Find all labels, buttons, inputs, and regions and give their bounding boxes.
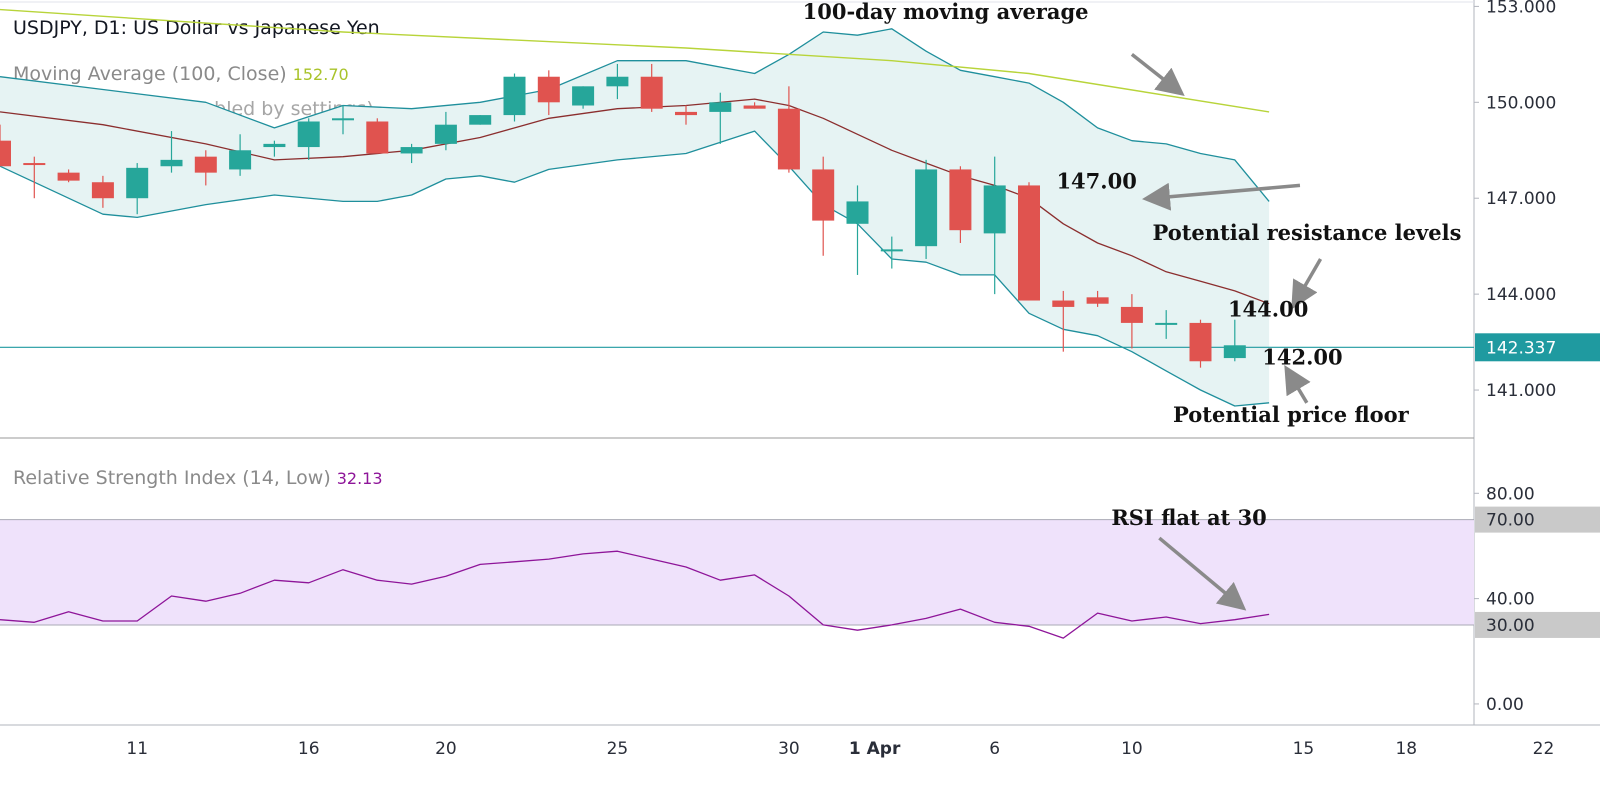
candle-body[interactable] xyxy=(709,102,732,112)
candle-body[interactable] xyxy=(229,150,252,170)
candle-body[interactable] xyxy=(640,76,663,109)
time-tick-label: 22 xyxy=(1533,739,1555,759)
candle-body[interactable] xyxy=(126,167,149,199)
annotation-label: 147.00 xyxy=(1056,169,1136,194)
rsi-line xyxy=(0,550,1270,639)
rsi-tick-label: 80.00 xyxy=(1486,484,1535,504)
rsi-annotation-label: RSI flat at 30 xyxy=(1111,505,1266,530)
ma-legend: Moving Average (100, Close) 152.70 xyxy=(13,63,349,85)
candle-body[interactable] xyxy=(880,249,903,252)
candle-body[interactable] xyxy=(675,111,697,116)
candle-body[interactable] xyxy=(1155,322,1178,325)
time-tick-label: 30 xyxy=(778,739,800,759)
time-tick-label: 16 xyxy=(298,739,320,759)
candle-body[interactable] xyxy=(812,169,835,221)
time-tick-label: 25 xyxy=(607,739,629,759)
candle-body[interactable] xyxy=(469,115,492,125)
price-tick-label: 144.000 xyxy=(1486,285,1556,305)
candle-body[interactable] xyxy=(160,159,183,167)
candle-body[interactable] xyxy=(915,169,938,247)
chart-title: USDJPY, D1: US Dollar vs Japanese Yen xyxy=(13,17,380,39)
bollinger-fill xyxy=(0,28,1270,407)
candle-body[interactable] xyxy=(1223,345,1246,359)
annotation-arrow xyxy=(1158,536,1247,611)
rsi-band-label: 70.00 xyxy=(1486,511,1535,531)
time-tick-label: 1 Apr xyxy=(849,739,901,759)
candle-body[interactable] xyxy=(0,140,11,167)
rsi-band-badge xyxy=(1475,611,1600,638)
price-tick-label: 141.000 xyxy=(1486,381,1556,401)
candle-body[interactable] xyxy=(537,76,560,103)
candle-body[interactable] xyxy=(983,185,1006,234)
ma100-line xyxy=(0,8,1270,113)
annotation-arrow xyxy=(1284,365,1311,404)
ma-legend-label: Moving Average (100, Close) xyxy=(13,63,287,85)
candle-body[interactable] xyxy=(1189,322,1212,362)
rsi-band-label: 30.00 xyxy=(1486,616,1535,636)
annotation-label: 144.00 xyxy=(1228,297,1308,322)
annotation-label: 100-day moving average xyxy=(803,0,1089,24)
rsi-tick-label: 0.00 xyxy=(1486,695,1524,715)
annotation-arrow xyxy=(1291,258,1323,310)
annotation-label: 142.00 xyxy=(1262,344,1342,369)
price-tick-label: 153.000 xyxy=(1486,0,1556,17)
time-tick-label: 20 xyxy=(435,739,457,759)
bollinger-lower-line xyxy=(0,130,1270,407)
candle-body[interactable] xyxy=(366,121,389,154)
time-tick-label: 6 xyxy=(989,739,1000,759)
time-tick-label: 15 xyxy=(1293,739,1315,759)
annotation-label: Potential resistance levels xyxy=(1152,220,1461,245)
current-price-label: 142.337 xyxy=(1486,338,1556,358)
candle-body[interactable] xyxy=(606,76,629,87)
candle-body[interactable] xyxy=(949,169,972,231)
candle-body[interactable] xyxy=(332,118,354,121)
candle-body[interactable] xyxy=(297,121,320,148)
time-tick-label: 18 xyxy=(1395,739,1417,759)
rsi-legend-label: Relative Strength Index (14, Low) xyxy=(13,467,331,489)
time-tick-label: 10 xyxy=(1121,739,1143,759)
rsi-legend-value: 32.13 xyxy=(336,469,383,488)
bollinger-upper-line xyxy=(0,28,1270,202)
rsi-tick-label: 40.00 xyxy=(1486,590,1535,610)
annotation-label: Potential price floor xyxy=(1173,402,1410,427)
candle-body[interactable] xyxy=(1018,185,1040,301)
price-tick-label: 150.000 xyxy=(1486,93,1556,113)
rsi-band-badge xyxy=(1475,506,1600,533)
current-price-badge xyxy=(1475,333,1600,362)
candle-body[interactable] xyxy=(1120,306,1143,323)
candle-body[interactable] xyxy=(57,172,80,181)
candle-body[interactable] xyxy=(777,108,800,170)
candle-body[interactable] xyxy=(1052,300,1075,307)
candle-body[interactable] xyxy=(23,163,46,166)
annotation-arrow xyxy=(1142,182,1301,211)
time-tick-label: 11 xyxy=(126,739,148,759)
candle-body[interactable] xyxy=(434,124,457,144)
rsi-band xyxy=(0,519,1474,625)
candle-body[interactable] xyxy=(503,76,526,116)
candle-body[interactable] xyxy=(400,147,423,154)
bollinger-middle-line xyxy=(0,98,1270,305)
candle-body[interactable] xyxy=(743,105,766,109)
candle-body[interactable] xyxy=(572,86,595,106)
candle-body[interactable] xyxy=(846,201,869,224)
annotation-arrow xyxy=(1130,52,1185,97)
candle-body[interactable] xyxy=(263,143,286,148)
candle-body[interactable] xyxy=(91,182,114,199)
candle-body[interactable] xyxy=(194,156,217,173)
ma-legend-value: 152.70 xyxy=(292,65,349,84)
price-tick-label: 147.000 xyxy=(1486,189,1556,209)
rsi-legend: Relative Strength Index (14, Low) 32.13 xyxy=(13,467,383,489)
candle-body[interactable] xyxy=(1086,297,1109,304)
